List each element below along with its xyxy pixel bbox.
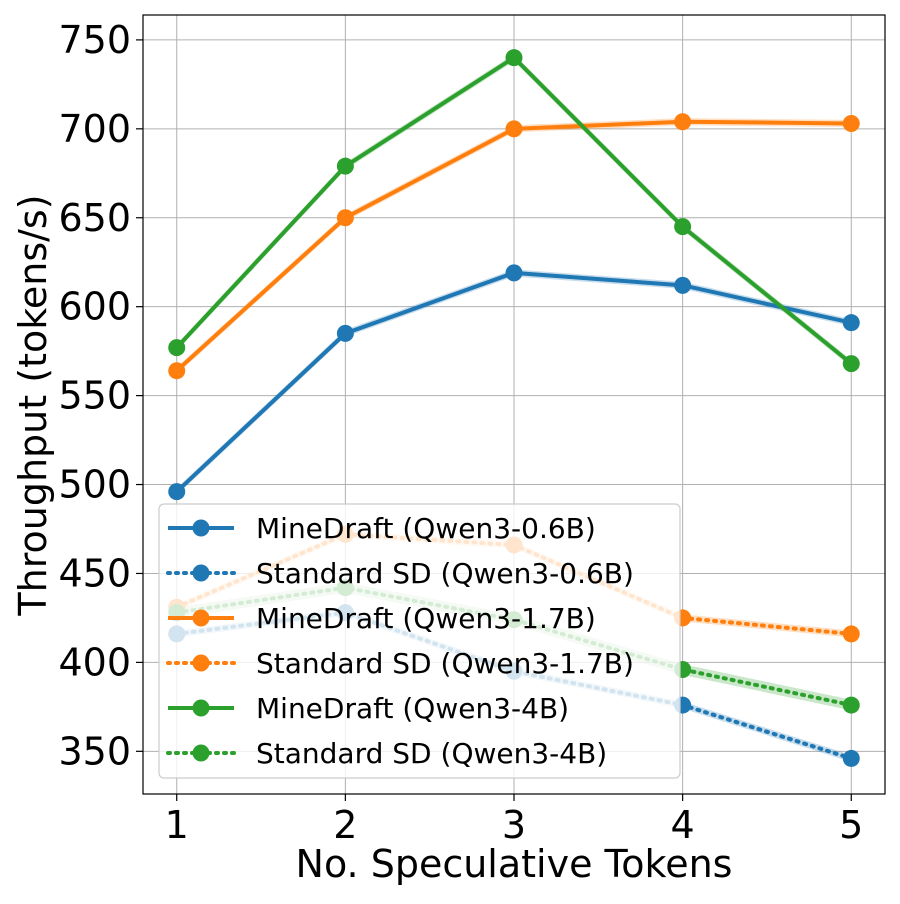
series-1-point	[336, 324, 354, 342]
legend-label-2: Standard SD (Qwen3-0.6B)	[256, 557, 634, 590]
legend-marker-4	[192, 654, 210, 672]
series-5-point	[674, 218, 692, 236]
legend-box	[158, 503, 681, 779]
series-1-point	[505, 264, 523, 282]
series-3-point	[168, 362, 186, 380]
series-1-point	[168, 483, 186, 501]
y-tick-label: 750	[58, 18, 131, 62]
y-tick-label: 350	[58, 729, 131, 773]
series-6-point	[842, 696, 860, 714]
y-tick-label: 650	[58, 196, 131, 240]
y-tick-label: 700	[58, 107, 131, 151]
legend-label-6: Standard SD (Qwen3-4B)	[256, 737, 607, 770]
legend-marker-3	[192, 609, 210, 627]
series-4-point	[842, 625, 860, 643]
x-tick-label: 4	[671, 803, 695, 847]
series-1-point	[674, 276, 692, 294]
legend-marker-2	[192, 564, 210, 582]
series-1-point	[842, 314, 860, 332]
series-5-point	[505, 49, 523, 67]
x-tick-label: 3	[502, 803, 526, 847]
series-2-point	[842, 749, 860, 767]
series-5-point	[336, 157, 354, 175]
series-3-point	[336, 209, 354, 227]
x-axis-label: No. Speculative Tokens	[296, 842, 733, 886]
series-3-point	[505, 120, 523, 138]
legend-label-5: MineDraft (Qwen3-4B)	[256, 692, 569, 725]
legend-label-3: MineDraft (Qwen3-1.7B)	[256, 602, 596, 635]
series-3-point	[842, 114, 860, 132]
y-tick-label: 500	[58, 463, 131, 507]
series-5-point	[842, 355, 860, 373]
y-tick-label: 400	[58, 640, 131, 684]
x-tick-label: 5	[839, 803, 863, 847]
y-tick-label: 450	[58, 551, 131, 595]
legend-marker-1	[192, 519, 210, 537]
axis-ticks: 1 2 3 4 5 350 400 450 500 550 600 650 700 750	[58, 18, 863, 847]
series-3-point	[674, 113, 692, 131]
series-5-point	[168, 339, 186, 357]
x-tick-label: 2	[333, 803, 357, 847]
legend-marker-5	[192, 699, 210, 717]
legend-marker-6	[192, 744, 210, 762]
legend-label-4: Standard SD (Qwen3-1.7B)	[256, 647, 634, 680]
y-tick-label: 550	[58, 374, 131, 418]
series-4-band	[176, 530, 852, 638]
y-axis-label: Throughput (tokens/s)	[11, 194, 55, 616]
x-tick-label: 1	[165, 803, 189, 847]
y-tick-label: 600	[58, 285, 131, 329]
legend: MineDraft (Qwen3-0.6B) Standard SD (Qwen3…	[158, 503, 681, 779]
legend-label-1: MineDraft (Qwen3-0.6B)	[256, 512, 596, 545]
